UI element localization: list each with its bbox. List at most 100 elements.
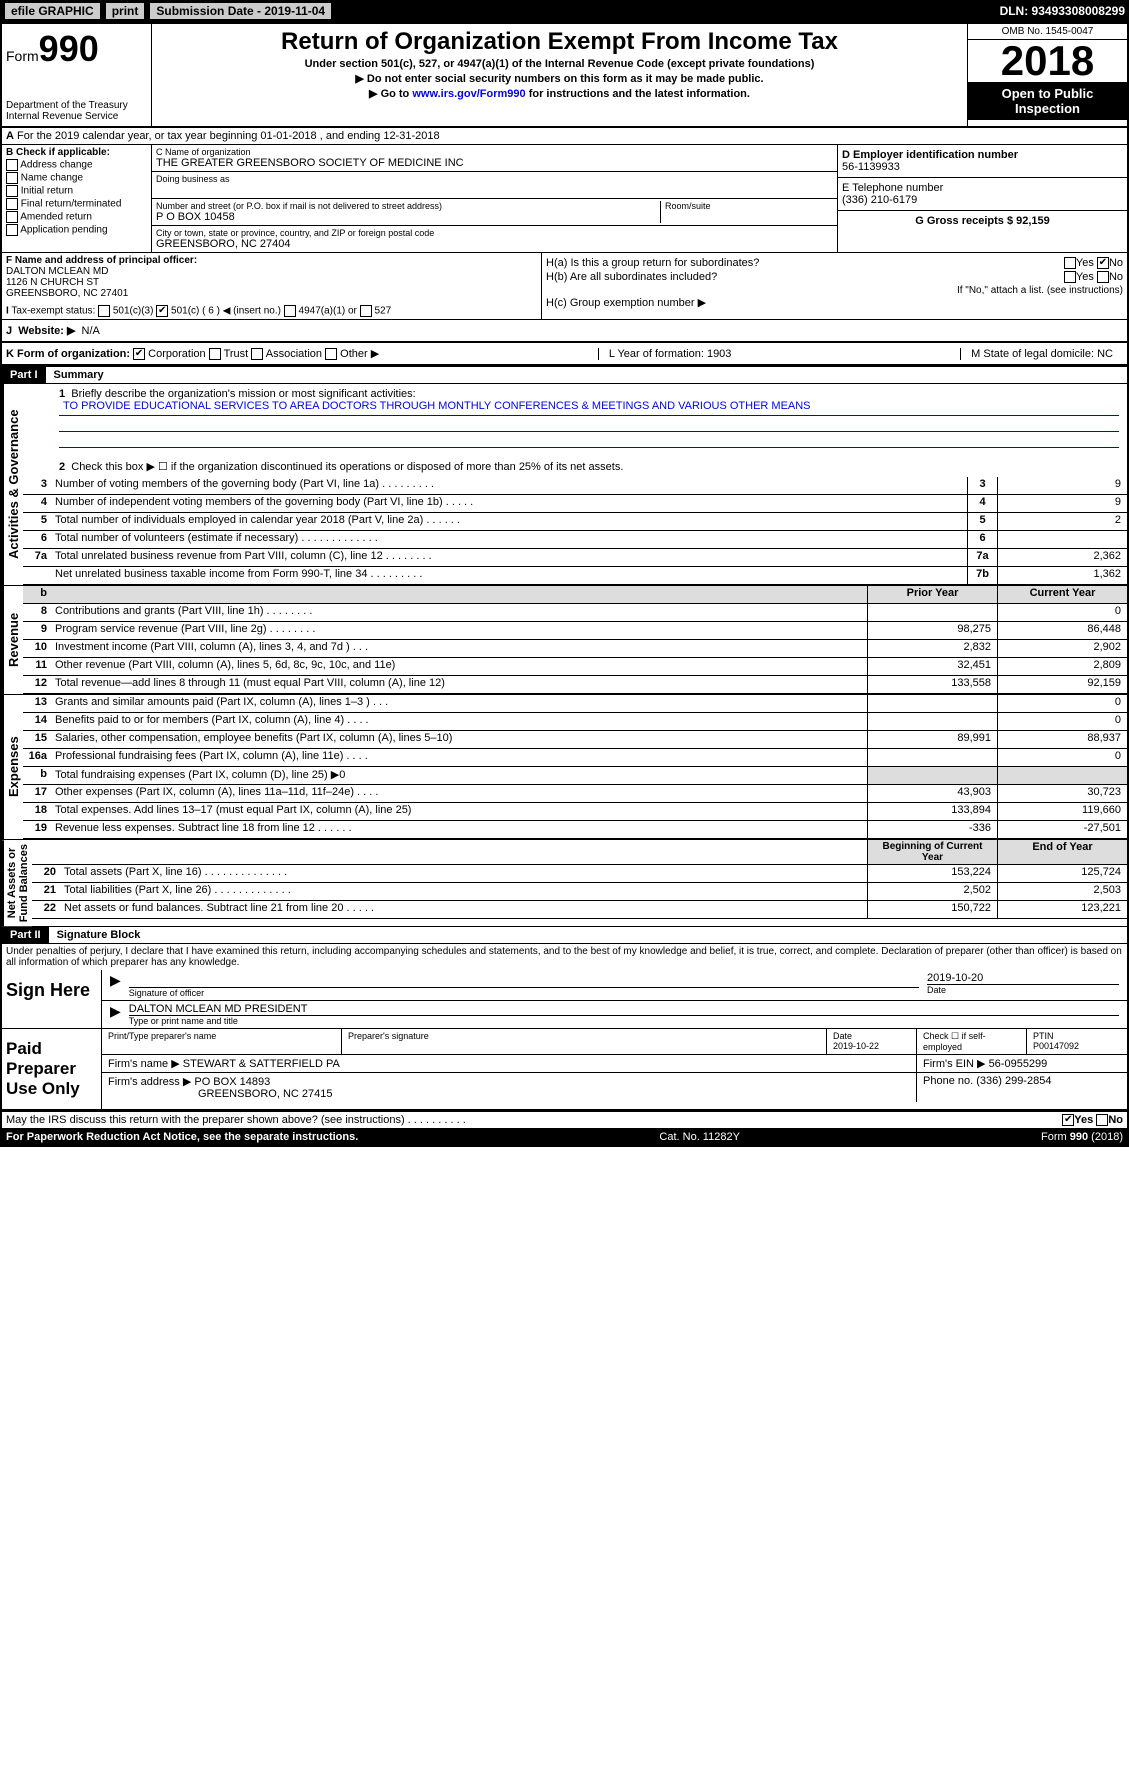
hc-label: H(c) Group exemption number ▶ xyxy=(546,296,1123,309)
form-990: Form990 Department of the Treasury Inter… xyxy=(0,22,1129,1147)
org-name: THE GREATER GREENSBORO SOCIETY OF MEDICI… xyxy=(156,157,833,169)
table-row: 8Contributions and grants (Part VIII, li… xyxy=(23,604,1127,622)
table-row: 16aProfessional fundraising fees (Part I… xyxy=(23,749,1127,767)
officer-name: DALTON MCLEAN MD xyxy=(6,266,108,277)
state-domicile: M State of legal domicile: NC xyxy=(960,348,1123,360)
subtitle-3: ▶ Go to www.irs.gov/Form990 for instruct… xyxy=(156,87,963,100)
table-row: Net unrelated business taxable income fr… xyxy=(23,567,1127,585)
irs-link[interactable]: www.irs.gov/Form990 xyxy=(412,88,525,100)
g-receipts: G Gross receipts $ 92,159 xyxy=(915,215,1050,227)
table-row: 4Number of independent voting members of… xyxy=(23,495,1127,513)
side-governance: Activities & Governance xyxy=(2,384,23,585)
sign-here: Sign Here xyxy=(2,970,102,1028)
table-row: 18Total expenses. Add lines 13–17 (must … xyxy=(23,803,1127,821)
year-formation: L Year of formation: 1903 xyxy=(598,348,742,360)
ptin: P00147092 xyxy=(1033,1041,1079,1051)
subtitle-2: ▶ Do not enter social security numbers o… xyxy=(156,72,963,85)
table-row: 17Other expenses (Part IX, column (A), l… xyxy=(23,785,1127,803)
table-row: 10Investment income (Part VIII, column (… xyxy=(23,640,1127,658)
table-row: 5Total number of individuals employed in… xyxy=(23,513,1127,531)
efile-label: efile GRAPHIC xyxy=(4,2,101,20)
website: N/A xyxy=(82,325,100,337)
ein: 56-1139933 xyxy=(842,161,1123,173)
table-row: 12Total revenue—add lines 8 through 11 (… xyxy=(23,676,1127,694)
paid-preparer: Paid Preparer Use Only xyxy=(2,1029,102,1109)
e-label: E Telephone number xyxy=(842,182,943,194)
ha-label: H(a) Is this a group return for subordin… xyxy=(546,257,759,269)
table-row: 7aTotal unrelated business revenue from … xyxy=(23,549,1127,567)
side-revenue: Revenue xyxy=(2,586,23,694)
table-row: 3Number of voting members of the governi… xyxy=(23,477,1127,495)
hdr-current: Current Year xyxy=(997,586,1127,603)
table-row: 6Total number of volunteers (estimate if… xyxy=(23,531,1127,549)
mission-text: TO PROVIDE EDUCATIONAL SERVICES TO AREA … xyxy=(59,400,1119,416)
form-number: Form990 xyxy=(6,28,147,70)
officer-print-name: DALTON MCLEAN MD PRESIDENT xyxy=(129,1003,1119,1016)
addr-label: Number and street (or P.O. box if mail i… xyxy=(156,201,660,211)
may-discuss: May the IRS discuss this return with the… xyxy=(6,1114,466,1126)
c-name-label: C Name of organization xyxy=(156,147,833,157)
table-row: 22Net assets or fund balances. Subtract … xyxy=(32,901,1127,919)
d-label: D Employer identification number xyxy=(842,149,1018,161)
tax-year: 2018 xyxy=(968,40,1127,82)
firm-phone: (336) 299-2854 xyxy=(976,1075,1051,1087)
table-row: 14Benefits paid to or for members (Part … xyxy=(23,713,1127,731)
table-row: 13Grants and similar amounts paid (Part … xyxy=(23,695,1127,713)
dept-treasury: Department of the Treasury Internal Reve… xyxy=(6,100,147,122)
top-bar: efile GRAPHIC print Submission Date - 20… xyxy=(0,0,1129,22)
part1-tag: Part I xyxy=(2,367,46,383)
telephone: (336) 210-6179 xyxy=(842,194,1123,206)
prep-date: 2019-10-22 xyxy=(833,1041,879,1051)
cat-no: Cat. No. 11282Y xyxy=(659,1131,740,1143)
chk-name[interactable]: Name change xyxy=(6,172,147,184)
hdr-beginning: Beginning of Current Year xyxy=(867,840,997,864)
paperwork-notice: For Paperwork Reduction Act Notice, see … xyxy=(6,1131,358,1143)
city-label: City or town, state or province, country… xyxy=(156,228,833,238)
firm-ein: 56-0955299 xyxy=(989,1058,1048,1070)
side-net: Net Assets or Fund Balances xyxy=(2,840,32,926)
submission-date: Submission Date - 2019-11-04 xyxy=(149,2,332,20)
table-row: 11Other revenue (Part VIII, column (A), … xyxy=(23,658,1127,676)
hb-note: If "No," attach a list. (see instruction… xyxy=(546,285,1123,296)
print-button[interactable]: print xyxy=(105,2,146,20)
table-row: 9Program service revenue (Part VIII, lin… xyxy=(23,622,1127,640)
firm-addr: PO BOX 14893 xyxy=(194,1076,270,1088)
side-expenses: Expenses xyxy=(2,695,23,839)
hb-label: H(b) Are all subordinates included? xyxy=(546,271,717,283)
form-title: Return of Organization Exempt From Incom… xyxy=(156,28,963,56)
table-row: 21Total liabilities (Part X, line 26) . … xyxy=(32,883,1127,901)
part1-title: Summary xyxy=(54,369,104,381)
chk-pending[interactable]: Application pending xyxy=(6,224,147,236)
chk-address[interactable]: Address change xyxy=(6,159,147,171)
form-ref: Form 990 (2018) xyxy=(1041,1131,1123,1143)
chk-amended[interactable]: Amended return xyxy=(6,211,147,223)
line1-label: Briefly describe the organization's miss… xyxy=(71,388,415,400)
part2-title: Signature Block xyxy=(57,929,141,941)
dln: DLN: 93493308008299 xyxy=(1000,4,1125,18)
open-inspection: Open to PublicInspection xyxy=(968,82,1127,120)
section-b-checkboxes: B Check if applicable: Address change Na… xyxy=(2,145,152,252)
perjury-text: Under penalties of perjury, I declare th… xyxy=(2,944,1127,970)
table-row: 20Total assets (Part X, line 16) . . . .… xyxy=(32,865,1127,883)
part2-tag: Part II xyxy=(2,927,49,943)
org-address: P O BOX 10458 xyxy=(156,211,660,223)
subtitle-1: Under section 501(c), 527, or 4947(a)(1)… xyxy=(156,58,963,70)
sig-date: 2019-10-20 xyxy=(927,972,1119,985)
sig-officer-label: Signature of officer xyxy=(129,988,919,998)
room-label: Room/suite xyxy=(665,201,833,211)
line2-label: Check this box ▶ ☐ if the organization d… xyxy=(71,461,623,473)
officer-addr1: 1126 N CHURCH ST xyxy=(6,277,99,288)
hdr-prior: Prior Year xyxy=(867,586,997,603)
table-row: 19Revenue less expenses. Subtract line 1… xyxy=(23,821,1127,839)
table-row: 15Salaries, other compensation, employee… xyxy=(23,731,1127,749)
row-a-period: A For the 2019 calendar year, or tax yea… xyxy=(2,128,1127,145)
officer-addr2: GREENSBORO, NC 27401 xyxy=(6,288,128,299)
hdr-end: End of Year xyxy=(997,840,1127,864)
chk-final[interactable]: Final return/terminated xyxy=(6,198,147,210)
f-label: F Name and address of principal officer: xyxy=(6,255,197,266)
org-city: GREENSBORO, NC 27404 xyxy=(156,238,833,250)
firm-name: STEWART & SATTERFIELD PA xyxy=(183,1058,340,1070)
chk-initial[interactable]: Initial return xyxy=(6,185,147,197)
dba-label: Doing business as xyxy=(156,174,833,184)
table-row: bTotal fundraising expenses (Part IX, co… xyxy=(23,767,1127,785)
